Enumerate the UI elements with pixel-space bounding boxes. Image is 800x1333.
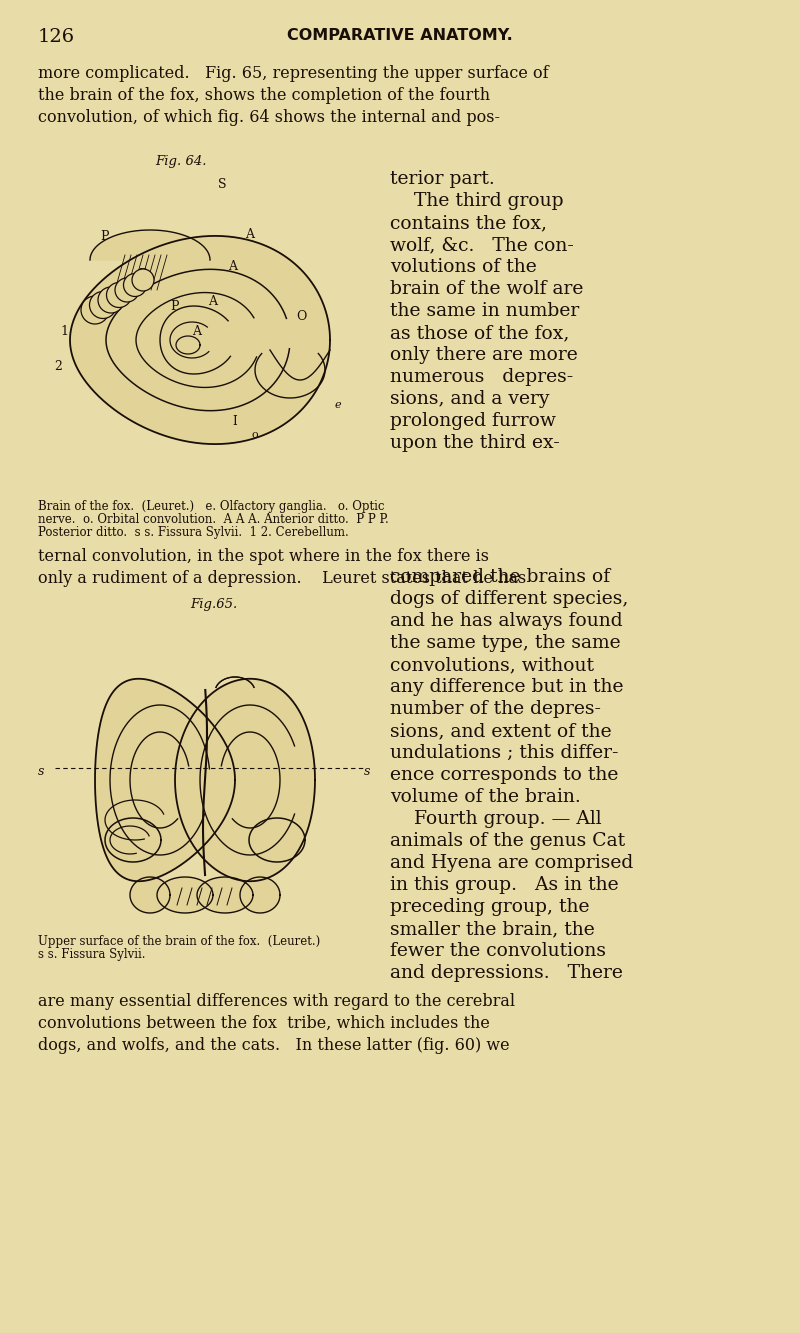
Text: convolutions, without: convolutions, without <box>390 656 594 674</box>
Text: smaller the brain, the: smaller the brain, the <box>390 920 594 938</box>
Text: volume of the brain.: volume of the brain. <box>390 788 581 806</box>
Text: dogs, and wolfs, and the cats.   In these latter (fig. 60) we: dogs, and wolfs, and the cats. In these … <box>38 1037 510 1054</box>
Text: terior part.: terior part. <box>390 171 494 188</box>
Polygon shape <box>70 236 330 444</box>
Text: the same in number: the same in number <box>390 303 579 320</box>
Text: prolonged furrow: prolonged furrow <box>390 412 556 431</box>
Text: as those of the fox,: as those of the fox, <box>390 324 570 343</box>
Text: s: s <box>364 765 370 778</box>
Polygon shape <box>240 877 280 913</box>
Text: Posterior ditto.  s s. Fissura Sylvii.  1 2. Cerebellum.: Posterior ditto. s s. Fissura Sylvii. 1 … <box>38 527 349 539</box>
Circle shape <box>106 283 131 308</box>
Polygon shape <box>90 231 210 260</box>
Circle shape <box>115 279 139 303</box>
Text: compared the brains of: compared the brains of <box>390 568 610 587</box>
Text: A: A <box>208 295 217 308</box>
Polygon shape <box>95 678 235 881</box>
Polygon shape <box>197 877 253 913</box>
Text: only there are more: only there are more <box>390 347 578 364</box>
Circle shape <box>132 269 154 291</box>
Text: Brain of the fox.  (Leuret.)   e. Olfactory ganglia.   o. Optic: Brain of the fox. (Leuret.) e. Olfactory… <box>38 500 385 513</box>
Text: animals of the genus Cat: animals of the genus Cat <box>390 832 625 850</box>
Text: volutions of the: volutions of the <box>390 259 537 276</box>
Text: convolution, of which fig. 64 shows the internal and pos-: convolution, of which fig. 64 shows the … <box>38 109 500 127</box>
Text: the brain of the fox, shows the completion of the fourth: the brain of the fox, shows the completi… <box>38 87 490 104</box>
Text: are many essential differences with regard to the cerebral: are many essential differences with rega… <box>38 993 515 1010</box>
Text: sions, and extent of the: sions, and extent of the <box>390 722 612 740</box>
Text: ternal convolution, in the spot where in the fox there is: ternal convolution, in the spot where in… <box>38 548 489 565</box>
Text: upon the third ex-: upon the third ex- <box>390 435 560 452</box>
Circle shape <box>123 273 146 296</box>
Text: only a rudiment of a depression.    Leuret states that he has: only a rudiment of a depression. Leuret … <box>38 571 526 587</box>
Text: and he has always found: and he has always found <box>390 612 622 631</box>
Text: Fig. 64.: Fig. 64. <box>155 155 206 168</box>
Text: nerve.  o. Orbital convolution.  A A A. Anterior ditto.  P P P.: nerve. o. Orbital convolution. A A A. An… <box>38 513 389 527</box>
Text: convolutions between the fox  tribe, which includes the: convolutions between the fox tribe, whic… <box>38 1014 490 1032</box>
Text: undulations ; this differ-: undulations ; this differ- <box>390 744 618 762</box>
Text: Fourth group. — All: Fourth group. — All <box>390 810 602 828</box>
Text: fewer the convolutions: fewer the convolutions <box>390 942 606 960</box>
Text: The third group: The third group <box>390 192 564 211</box>
Text: more complicated.   Fig. 65, representing the upper surface of: more complicated. Fig. 65, representing … <box>38 65 549 83</box>
Text: numerous   depres-: numerous depres- <box>390 368 574 387</box>
Text: A: A <box>245 228 254 241</box>
Text: o: o <box>252 431 258 440</box>
Polygon shape <box>130 877 170 913</box>
Text: A: A <box>228 260 237 273</box>
Text: S: S <box>218 179 226 191</box>
Text: 1: 1 <box>60 325 68 339</box>
Text: any difference but in the: any difference but in the <box>390 678 623 696</box>
Polygon shape <box>255 353 325 399</box>
Text: preceding group, the: preceding group, the <box>390 898 590 916</box>
Text: 2: 2 <box>54 360 62 373</box>
Text: s s. Fissura Sylvii.: s s. Fissura Sylvii. <box>38 948 146 961</box>
Circle shape <box>81 296 109 324</box>
Text: in this group.   As in the: in this group. As in the <box>390 876 618 894</box>
Text: number of the depres-: number of the depres- <box>390 700 601 718</box>
Text: ence corresponds to the: ence corresponds to the <box>390 766 618 784</box>
Text: P: P <box>138 268 146 281</box>
Text: O: O <box>296 311 306 323</box>
Text: dogs of different species,: dogs of different species, <box>390 591 628 608</box>
Text: COMPARATIVE ANATOMY.: COMPARATIVE ANATOMY. <box>287 28 513 43</box>
Text: P: P <box>100 231 109 243</box>
Polygon shape <box>175 678 315 881</box>
Text: 126: 126 <box>38 28 75 47</box>
Text: e: e <box>335 400 342 411</box>
Circle shape <box>90 292 117 319</box>
Circle shape <box>98 287 124 313</box>
Text: sions, and a very: sions, and a very <box>390 391 550 408</box>
Text: and Hyena are comprised: and Hyena are comprised <box>390 854 634 872</box>
Text: wolf, &c.   The con-: wolf, &c. The con- <box>390 236 574 255</box>
Text: contains the fox,: contains the fox, <box>390 215 547 232</box>
Polygon shape <box>105 818 161 862</box>
Text: I: I <box>232 415 237 428</box>
Polygon shape <box>157 877 213 913</box>
Polygon shape <box>249 818 305 862</box>
Text: Upper surface of the brain of the fox.  (Leuret.): Upper surface of the brain of the fox. (… <box>38 934 320 948</box>
Text: Fig.65.: Fig.65. <box>190 599 238 611</box>
Text: s: s <box>38 765 44 778</box>
Text: brain of the wolf are: brain of the wolf are <box>390 280 583 299</box>
Text: and depressions.   There: and depressions. There <box>390 964 623 982</box>
Text: the same type, the same: the same type, the same <box>390 635 621 652</box>
Text: P: P <box>170 300 178 313</box>
Text: A: A <box>192 325 201 339</box>
